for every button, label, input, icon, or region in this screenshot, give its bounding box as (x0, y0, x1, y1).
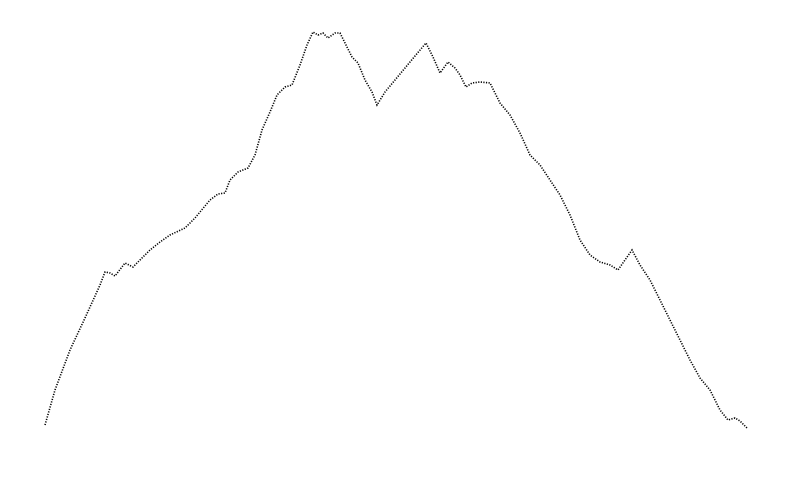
line (44, 30, 748, 429)
